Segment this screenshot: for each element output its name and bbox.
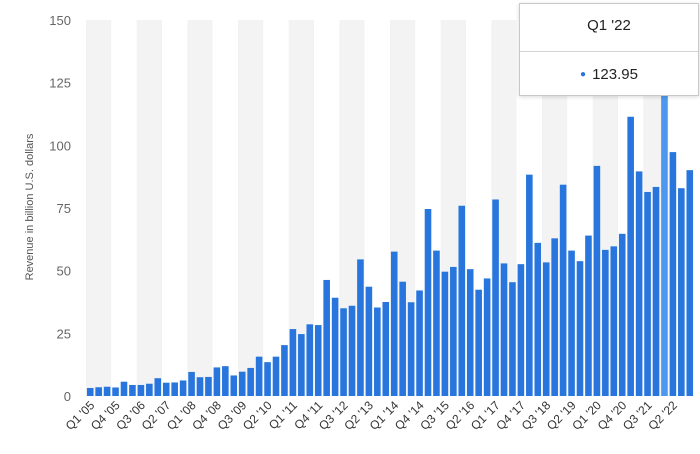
bar[interactable] [458,205,466,396]
bar[interactable] [230,375,238,396]
bar[interactable] [669,152,677,396]
bar[interactable] [483,278,491,396]
bar[interactable] [466,269,474,396]
grid-band [86,20,112,396]
bar[interactable] [374,307,381,396]
bar[interactable] [314,325,322,396]
bar[interactable] [568,250,575,396]
grid-band [162,20,188,396]
bar[interactable] [526,174,533,396]
bar[interactable] [635,171,643,396]
bar[interactable] [407,302,415,396]
bar[interactable] [162,382,170,396]
bar[interactable] [146,383,153,396]
grid-band [187,20,213,396]
bullet-dot-icon: ● [580,69,587,80]
bar[interactable] [382,302,390,396]
bar[interactable] [492,199,499,396]
bar[interactable] [120,381,128,396]
grid-band [238,20,264,396]
bar[interactable] [576,261,584,396]
grid-band [212,20,238,396]
bar[interactable] [255,356,263,396]
y-axis-label: Revenue in billion U.S. dollars [24,133,36,280]
bar[interactable] [610,246,618,396]
bar[interactable] [179,380,187,396]
x-tick-label: Q2 '10 [240,398,275,433]
bar[interactable] [213,367,221,396]
bar[interactable] [416,290,423,396]
bar[interactable] [238,371,246,396]
bar[interactable] [433,250,440,396]
y-tick-label: 125 [49,76,71,91]
bar[interactable] [272,356,280,396]
y-tick-label: 0 [64,389,71,404]
bar[interactable] [129,384,136,396]
y-axis-ticks: 0 25 50 75 100 125 150 [49,13,71,404]
bar[interactable] [196,377,204,396]
tooltip-value-row: ● 123.95 [520,66,698,83]
bar[interactable] [500,263,508,396]
bar[interactable] [551,238,558,396]
bar[interactable] [441,271,449,396]
tooltip-value: 123.95 [592,66,638,83]
bar[interactable] [365,286,373,396]
tooltip-title: Q1 '22 [587,17,631,34]
bar[interactable] [399,281,406,396]
bar[interactable] [281,345,288,396]
bar[interactable] [585,235,592,396]
bar[interactable] [509,282,516,396]
bar[interactable] [171,382,178,396]
bar[interactable] [559,184,567,396]
bar[interactable] [247,367,254,396]
bar[interactable] [348,305,356,396]
bar-series [86,85,694,397]
bar[interactable] [137,384,145,396]
grid-band [136,20,162,396]
bar[interactable] [678,188,685,396]
bar[interactable] [390,251,398,396]
bar[interactable] [357,259,364,396]
bar[interactable] [306,324,314,396]
bar[interactable] [517,264,525,396]
bar[interactable] [602,249,609,396]
bar[interactable] [86,387,94,396]
bar[interactable] [323,279,330,396]
grid-band [111,20,137,396]
y-tick-label: 75 [57,201,71,216]
bar[interactable] [652,186,660,396]
y-tick-label: 100 [49,138,71,153]
bar[interactable] [298,334,305,396]
y-tick-label: 150 [49,13,71,28]
bar[interactable] [618,233,626,396]
bar[interactable] [686,170,694,396]
bar[interactable] [475,289,482,396]
y-tick-label: 25 [57,326,71,341]
bar[interactable] [222,366,229,396]
bar[interactable] [264,362,271,396]
tooltip-divider [520,51,698,52]
data-tooltip: Q1 '22 ● 123.95 [519,3,699,96]
x-tick-label: Q2 '22 [645,398,680,433]
bar[interactable] [289,329,297,396]
bar[interactable] [424,209,432,396]
grid-band [263,20,289,396]
bar[interactable] [593,165,601,396]
bar[interactable] [103,386,111,396]
bar[interactable] [627,116,634,396]
bar[interactable] [188,371,195,396]
bar[interactable] [112,387,119,396]
y-tick-label: 50 [57,264,71,279]
bar[interactable] [154,378,162,396]
bar[interactable] [205,376,212,396]
bar[interactable] [95,387,102,396]
bar[interactable] [450,266,457,396]
bar[interactable] [534,242,542,396]
bar[interactable] [542,262,550,396]
bar[interactable] [661,85,668,397]
bar[interactable] [644,191,651,396]
bar[interactable] [331,297,339,396]
bar[interactable] [340,308,347,396]
